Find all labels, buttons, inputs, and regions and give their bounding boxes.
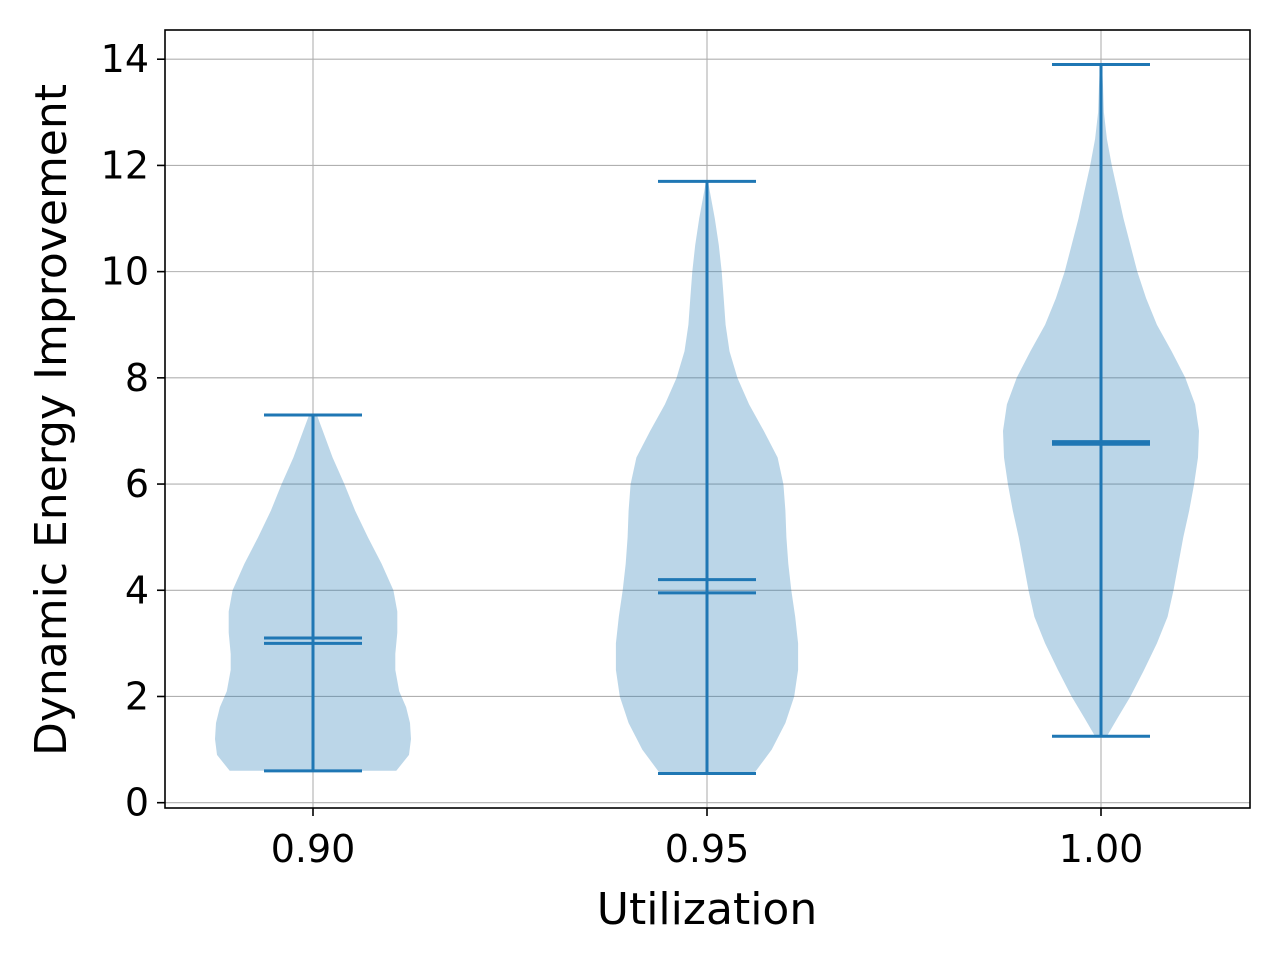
y-tick-label: 8	[125, 356, 149, 400]
y-tick-label: 12	[101, 143, 149, 187]
violin-1.00	[1003, 63, 1199, 738]
y-axis-title: Dynamic Energy Improvement	[26, 84, 77, 756]
y-tick-label: 0	[125, 781, 149, 825]
y-tick-label: 14	[101, 37, 149, 81]
y-tick-label: 4	[125, 568, 149, 612]
violin-0.90	[215, 413, 411, 773]
violins	[215, 63, 1199, 775]
x-tick-label: 0.90	[271, 827, 356, 871]
y-tick-label: 2	[125, 674, 149, 718]
x-tick-label: 1.00	[1059, 827, 1144, 871]
y-tick-label: 6	[125, 462, 149, 506]
axis-ticks: 0 2 4 6 8 10 12 14 0.90 0.95 1.00	[101, 37, 1144, 871]
violin-0.95	[615, 179, 799, 775]
y-tick-label: 10	[101, 250, 149, 294]
x-tick-label: 0.95	[665, 827, 750, 871]
x-axis-title: Utilization	[597, 884, 817, 935]
